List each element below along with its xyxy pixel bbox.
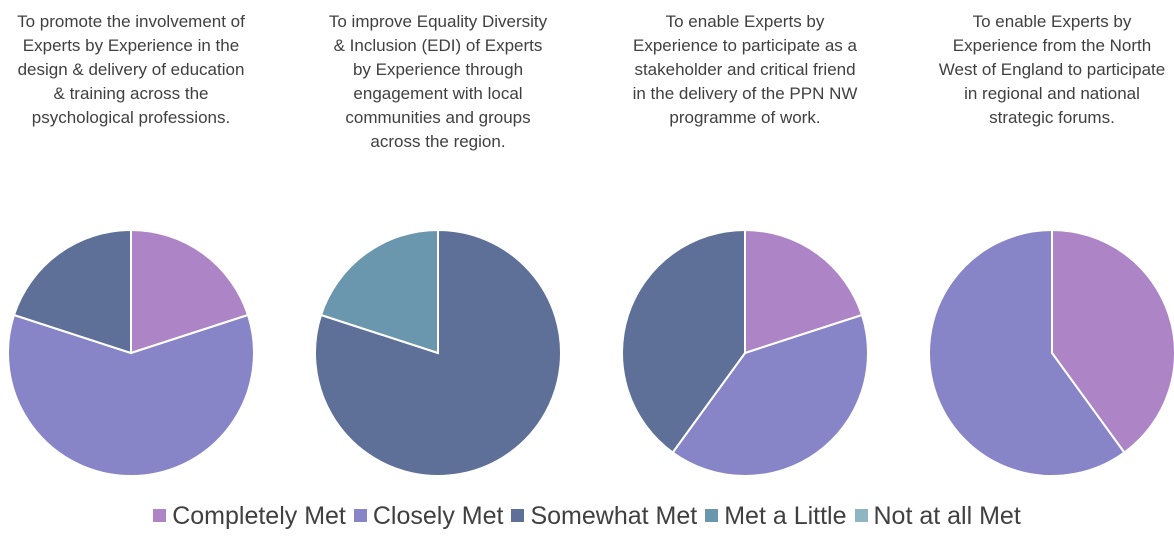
- legend-swatch: [854, 509, 868, 522]
- legend-label: Met a Little: [724, 502, 847, 530]
- pie-slice: [319, 228, 439, 355]
- pie-slice: [671, 313, 869, 477]
- legend-label: Somewhat Met: [530, 502, 698, 530]
- pie-slice: [1051, 228, 1174, 454]
- legend-item: Not at all Met: [854, 502, 1021, 531]
- legend-swatch: [511, 509, 525, 522]
- legend: Completely Met Closely Met Somewhat Met Met…: [0, 502, 1174, 531]
- pie-slice: [621, 228, 746, 454]
- pie-slice: [130, 228, 250, 355]
- chart-title: To promote the involvement of Experts by…: [17, 12, 245, 127]
- pie-slice: [12, 228, 132, 355]
- legend-label: Completely Met: [172, 502, 346, 530]
- legend-item: Completely Met: [153, 502, 346, 531]
- pie-slice: [744, 228, 864, 355]
- legend-item: Met a Little: [705, 502, 847, 531]
- pie-slice: [928, 228, 1126, 477]
- legend-label: Not at all Met: [873, 502, 1021, 530]
- legend-swatch: [353, 509, 367, 522]
- chart-title: To enable Experts by Experience to parti…: [632, 12, 858, 127]
- chart-title: To improve Equality Diversity & Inclusio…: [328, 12, 548, 151]
- legend-item: Closely Met: [353, 502, 504, 531]
- legend-item: Somewhat Met: [511, 502, 697, 531]
- legend-label: Closely Met: [372, 502, 504, 530]
- pie-slice: [7, 313, 255, 477]
- legend-swatch: [705, 509, 719, 522]
- legend-swatch: [153, 509, 167, 522]
- chart-title: To enable Experts by Experience from the…: [938, 12, 1166, 127]
